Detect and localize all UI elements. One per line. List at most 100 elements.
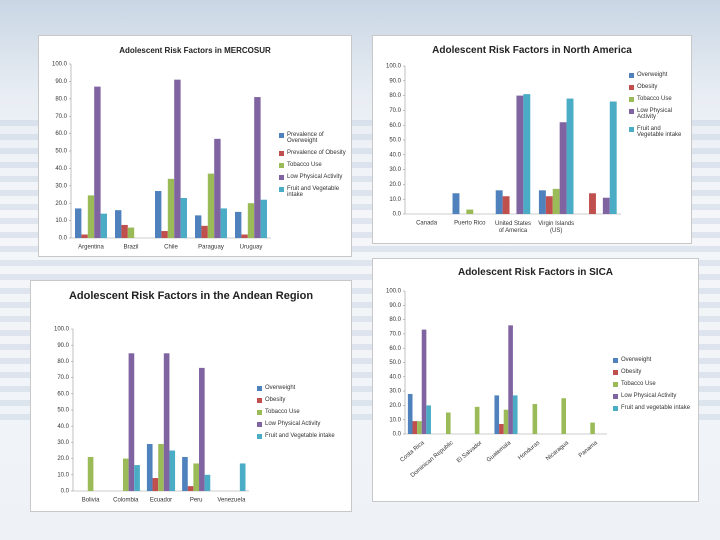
bar	[532, 403, 538, 434]
bar	[146, 444, 153, 491]
y-tick-label: 60.0	[55, 131, 67, 137]
legend-swatch	[279, 133, 284, 138]
legend-swatch	[279, 163, 284, 168]
bar	[247, 203, 255, 238]
bar	[174, 79, 181, 238]
bar	[559, 122, 567, 214]
legend-swatch	[279, 187, 284, 192]
legend-label: Tobacco Use	[621, 381, 656, 387]
bar	[466, 209, 474, 214]
x-tick-label: Bolivia	[82, 498, 100, 504]
legend-swatch	[613, 406, 618, 411]
bar	[235, 211, 242, 238]
x-tick-label: United States of America	[495, 221, 531, 234]
bar	[566, 98, 574, 214]
y-tick-label: 40.0	[389, 374, 401, 380]
bar	[474, 406, 480, 434]
bar	[199, 367, 205, 491]
y-tick-label: 40.0	[389, 152, 401, 158]
bar	[503, 409, 509, 434]
legend-item: Low Physical Activity	[613, 393, 697, 399]
legend: Overweight Obesity Tobacco Use Low Physical…	[613, 357, 697, 417]
bar	[127, 227, 135, 238]
legend-item: Tobacco Use	[629, 96, 687, 102]
legend-label: Obesity	[621, 369, 642, 375]
chart: 0.0 10.0 20.0 30.0 40.0 50.0 60.0 70.0 80.0 90.0 1…	[52, 62, 271, 251]
legend-item: Overweight	[629, 72, 687, 78]
bar	[452, 193, 460, 214]
bar	[163, 353, 170, 491]
legend-swatch	[613, 394, 618, 399]
y-tick-label: 50.0	[57, 408, 69, 414]
y-tick-label: 10.0	[389, 197, 401, 203]
legend-label: Overweight	[621, 357, 652, 363]
chart: 0.0 10.0 20.0 30.0 40.0 50.0 60.0 70.0 80.0 90.0 1…	[54, 327, 249, 504]
x-tick-label: Panama	[578, 440, 599, 459]
bar	[128, 353, 135, 491]
x-tick-label: Ecuador	[150, 498, 172, 504]
y-tick-label: 100.0	[52, 62, 68, 68]
legend-swatch	[257, 386, 262, 391]
y-tick-label: 40.0	[57, 424, 69, 430]
bar	[134, 465, 140, 491]
y-tick-label: 100.0	[54, 327, 70, 333]
x-tick-label: Chile	[164, 245, 178, 251]
y-tick-label: 50.0	[389, 138, 401, 144]
chart: 0.0 10.0 20.0 30.0 40.0 50.0 60.0 70.0 80.0 90.0 1…	[386, 64, 621, 234]
x-tick-label: Nicaragua	[545, 440, 570, 463]
x-tick-label: Virgin Islands (US)	[538, 221, 574, 234]
legend-item: Prevalence of Overweight	[279, 132, 349, 144]
legend-item: Tobacco Use	[257, 409, 349, 415]
bar	[180, 197, 187, 238]
legend-item: Obesity	[613, 369, 697, 375]
y-tick-label: 0.0	[393, 432, 402, 438]
bar	[122, 458, 129, 491]
bar	[602, 197, 610, 214]
legend-swatch	[629, 109, 634, 114]
legend-label: Obesity	[637, 84, 658, 90]
y-tick-label: 90.0	[389, 78, 401, 84]
y-tick-label: 0.0	[59, 236, 68, 242]
chart-panel: 0.0 10.0 20.0 30.0 40.0 50.0 60.0 70.0 80.0 90.0 1…	[372, 35, 692, 244]
legend: Overweight Obesity Tobacco Use Low Physical…	[257, 385, 349, 445]
y-tick-label: 70.0	[389, 108, 401, 114]
y-tick-label: 10.0	[57, 472, 69, 478]
bar	[214, 138, 221, 238]
x-tick-label: Peru	[190, 498, 203, 504]
legend-label: Prevalence of Obesity	[287, 150, 346, 156]
x-tick-label: Guatemala	[486, 440, 513, 464]
y-tick-label: 60.0	[57, 391, 69, 397]
legend-swatch	[613, 370, 618, 375]
bar	[87, 456, 94, 491]
bar	[121, 224, 128, 238]
x-tick-label: Honduras	[517, 440, 541, 461]
bar	[158, 444, 164, 491]
legend-label: Fruit and Vegetable intake	[287, 186, 340, 198]
bar	[552, 188, 560, 214]
legend-swatch	[613, 358, 618, 363]
legend-label: Low Physical Activity	[265, 421, 321, 427]
chart-panel: 0.0 10.0 20.0 30.0 40.0 50.0 60.0 70.0 80.0 90.0 1…	[372, 258, 699, 502]
bar	[204, 474, 211, 491]
x-tick-label: Brazil	[123, 245, 138, 251]
y-tick-label: 90.0	[55, 79, 67, 85]
x-tick-label: Argentina	[78, 245, 104, 251]
bar	[241, 234, 248, 238]
legend-item: Overweight	[613, 357, 697, 363]
legend-label: Fruit and Vegetable intake	[265, 433, 335, 439]
y-tick-label: 80.0	[55, 96, 67, 102]
legend-swatch	[279, 175, 284, 180]
legend-item: Obesity	[257, 397, 349, 403]
legend-swatch	[257, 398, 262, 403]
y-tick-label: 40.0	[55, 166, 67, 172]
bar	[417, 421, 422, 434]
x-tick-label: El Salvador	[456, 440, 483, 464]
bar	[193, 463, 200, 491]
legend-label: Overweight	[637, 72, 668, 78]
y-tick-label: 30.0	[389, 167, 401, 173]
legend-label: Low Physical Activity	[637, 108, 673, 120]
bar	[538, 190, 546, 214]
legend-item: Prevalence of Obesity	[279, 150, 349, 156]
bar	[152, 478, 159, 491]
legend-label: Low Physical Activity	[621, 393, 677, 399]
